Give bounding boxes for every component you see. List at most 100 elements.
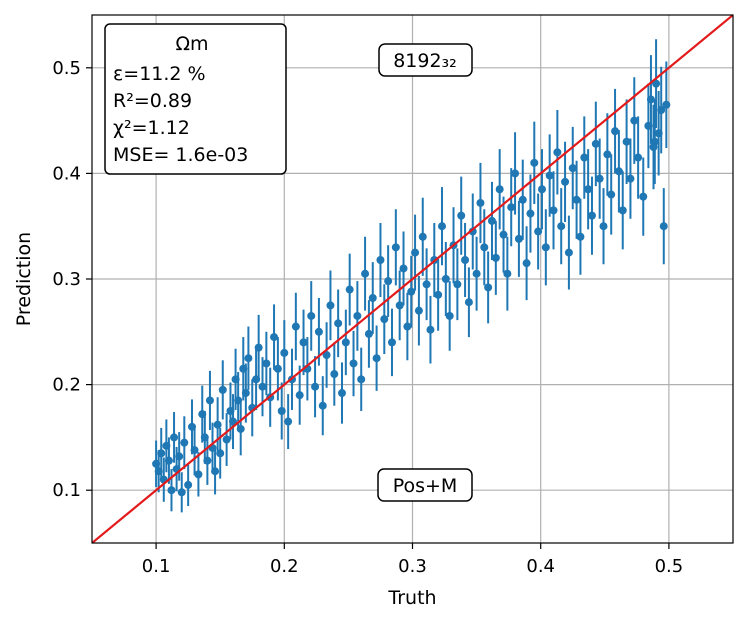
- data-point: [457, 211, 466, 220]
- data-point: [322, 351, 331, 360]
- data-point: [595, 174, 604, 183]
- data-point: [318, 401, 327, 410]
- data-point: [194, 470, 203, 479]
- data-point: [211, 467, 220, 476]
- data-point: [384, 277, 393, 286]
- data-point: [239, 364, 248, 373]
- data-point: [534, 227, 543, 236]
- data-point: [662, 100, 671, 109]
- data-point: [216, 449, 225, 458]
- data-point: [200, 433, 209, 442]
- stats-mse: MSE= 1.6e-03: [113, 144, 248, 166]
- x-tick-label: 0.5: [655, 556, 684, 577]
- data-point: [170, 433, 179, 442]
- data-point: [507, 203, 516, 212]
- data-point: [262, 359, 271, 368]
- data-point: [177, 488, 186, 497]
- data-point: [464, 298, 473, 307]
- data-point: [252, 375, 261, 384]
- data-point: [284, 417, 293, 426]
- data-point: [222, 435, 231, 444]
- data-point: [203, 456, 212, 465]
- data-point: [611, 127, 620, 136]
- data-point: [418, 232, 427, 241]
- data-point: [368, 294, 377, 303]
- data-point: [511, 169, 520, 178]
- data-point: [205, 396, 214, 405]
- data-point: [626, 174, 635, 183]
- data-point: [618, 206, 627, 215]
- data-point: [399, 264, 408, 273]
- data-point: [580, 153, 589, 162]
- data-point: [184, 480, 193, 489]
- data-point: [187, 422, 196, 431]
- data-point: [295, 391, 304, 400]
- data-point: [311, 382, 320, 391]
- data-point: [380, 315, 389, 324]
- top-tag-label: 8192₃₂: [393, 50, 457, 72]
- data-point: [603, 150, 612, 159]
- top-tag-frame: [378, 43, 473, 77]
- data-point: [213, 420, 222, 429]
- data-point: [426, 325, 435, 334]
- data-point: [476, 198, 485, 207]
- data-point: [639, 192, 648, 201]
- data-point: [299, 338, 308, 347]
- data-point: [376, 255, 385, 264]
- data-point: [270, 333, 279, 342]
- data-point: [445, 311, 454, 320]
- data-point: [244, 354, 253, 363]
- data-point: [152, 459, 161, 468]
- data-point: [314, 327, 323, 336]
- data-point: [561, 177, 570, 186]
- data-point: [634, 153, 643, 162]
- y-tick-label: 0.4: [52, 163, 81, 184]
- data-point: [273, 364, 282, 373]
- y-tick-label: 0.1: [52, 480, 81, 501]
- data-point: [599, 222, 608, 231]
- data-point: [226, 407, 235, 415]
- data-point: [349, 359, 358, 368]
- stats-epsilon: ε=11.2 %: [113, 63, 206, 85]
- x-tick-label: 0.4: [526, 556, 555, 577]
- data-layer: [92, 15, 733, 543]
- data-point: [361, 269, 370, 278]
- data-point: [241, 389, 250, 398]
- data-point: [364, 329, 373, 338]
- data-point: [231, 375, 240, 384]
- data-point: [652, 79, 661, 88]
- data-point: [411, 248, 420, 257]
- x-tick-label: 0.1: [142, 556, 171, 577]
- data-point: [434, 290, 443, 299]
- data-point: [307, 311, 316, 320]
- data-point: [541, 243, 550, 252]
- data-point: [518, 195, 527, 204]
- data-point: [530, 158, 539, 167]
- data-point: [622, 137, 631, 146]
- data-point: [646, 95, 655, 104]
- data-point: [514, 234, 523, 243]
- bottom-tag: Pos+M: [377, 468, 473, 502]
- data-point: [345, 285, 354, 294]
- data-point: [591, 139, 600, 148]
- data-point: [334, 319, 343, 328]
- data-point: [499, 230, 508, 239]
- data-point: [391, 243, 400, 252]
- bottom-tag-label: Pos+M: [393, 475, 458, 497]
- data-point: [341, 338, 350, 347]
- data-point: [587, 211, 596, 220]
- data-point: [229, 417, 238, 426]
- y-tick-label: 0.5: [52, 58, 81, 79]
- data-point: [175, 452, 184, 461]
- x-tick-label: 0.2: [270, 556, 299, 577]
- data-point: [357, 375, 366, 384]
- data-point: [441, 275, 450, 283]
- data-point: [461, 255, 470, 264]
- data-point: [564, 248, 573, 257]
- data-point: [414, 306, 423, 315]
- x-tick-label: 0.3: [398, 556, 427, 577]
- data-point: [326, 301, 335, 310]
- data-point: [337, 389, 346, 398]
- data-point: [154, 467, 163, 476]
